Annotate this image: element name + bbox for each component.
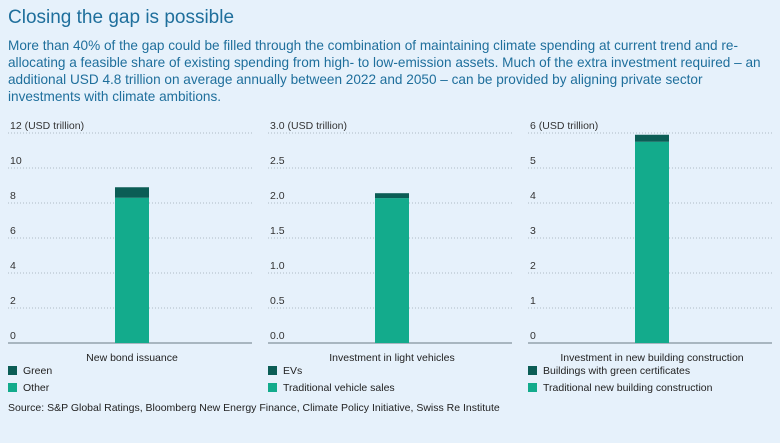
bar-segment bbox=[635, 141, 669, 343]
chart-svg-vehicles: 0.0 0.5 1.0 1.5 2.0 2.5 3.0 (USD trillion) Inve… bbox=[268, 120, 512, 364]
bar-segment bbox=[375, 198, 409, 343]
legend-item: Traditional vehicle sales bbox=[268, 380, 395, 395]
category-label: New bond issuance bbox=[86, 352, 178, 364]
y-tick-label: 2 bbox=[10, 295, 16, 307]
y-tick-label: 6 (USD trillion) bbox=[530, 120, 598, 132]
y-tick-label: 12 (USD trillion) bbox=[10, 120, 84, 132]
y-tick-label: 4 bbox=[530, 190, 536, 202]
legend-swatch bbox=[8, 383, 17, 392]
legend-bonds: Green Other bbox=[8, 363, 52, 397]
y-tick-label: 2.5 bbox=[270, 155, 285, 167]
legend-swatch bbox=[268, 366, 277, 375]
legend-swatch bbox=[528, 383, 537, 392]
bar-segment bbox=[115, 187, 149, 198]
y-tick-label: 2 bbox=[530, 260, 536, 272]
y-tick-label: 3.0 (USD trillion) bbox=[270, 120, 347, 132]
y-tick-label: 0 bbox=[10, 330, 16, 342]
chart-title: Closing the gap is possible bbox=[8, 7, 235, 28]
category-label: Investment in new building construction bbox=[560, 352, 743, 364]
legend-item: Buildings with green certificates bbox=[528, 363, 712, 378]
legend-swatch bbox=[8, 366, 17, 375]
legend-vehicles: EVs Traditional vehicle sales bbox=[268, 363, 395, 397]
y-tick-label: 6 bbox=[10, 225, 16, 237]
chart-panel-bonds: 0 2 4 6 8 10 12 (USD trillion) New bond issuanc… bbox=[8, 100, 252, 364]
chart-svg-bonds: 0 2 4 6 8 10 12 (USD trillion) New bond issuanc… bbox=[8, 120, 252, 364]
legend-item: Traditional new building construction bbox=[528, 380, 712, 395]
legend-swatch bbox=[528, 366, 537, 375]
y-tick-label: 2.0 bbox=[270, 190, 285, 202]
legend-item: EVs bbox=[268, 363, 395, 378]
y-tick-label: 4 bbox=[10, 260, 16, 272]
chart-svg-buildings: 0 1 2 3 4 5 6 (USD trillion) Investment in new … bbox=[528, 120, 772, 364]
y-tick-label: 0.0 bbox=[270, 330, 285, 342]
y-tick-label: 1 bbox=[530, 295, 536, 307]
bar-segment bbox=[375, 193, 409, 199]
legend-label: Green bbox=[23, 364, 53, 377]
y-tick-label: 5 bbox=[530, 155, 536, 167]
legend-item: Other bbox=[8, 380, 52, 395]
y-tick-label: 8 bbox=[10, 190, 16, 202]
legend-buildings: Buildings with green certificates Traditi… bbox=[528, 363, 712, 397]
bar-segment bbox=[635, 134, 669, 142]
y-tick-label: 1.5 bbox=[270, 225, 285, 237]
legend-label: Buildings with green certificates bbox=[543, 364, 691, 377]
legend-swatch bbox=[268, 383, 277, 392]
y-tick-label: 10 bbox=[10, 155, 22, 167]
chart-panel-vehicles: 0.0 0.5 1.0 1.5 2.0 2.5 3.0 (USD trillion) Inve… bbox=[268, 100, 512, 364]
legend-item: Green bbox=[8, 363, 52, 378]
y-tick-label: 3 bbox=[530, 225, 536, 237]
legend-label: EVs bbox=[283, 364, 303, 377]
chart-panel-buildings: 0 1 2 3 4 5 6 (USD trillion) Investment in new … bbox=[528, 100, 772, 364]
category-label: Investment in light vehicles bbox=[329, 352, 454, 364]
y-tick-label: 0.5 bbox=[270, 295, 285, 307]
legend-label: Traditional new building construction bbox=[543, 381, 713, 394]
y-tick-label: 0 bbox=[530, 330, 536, 342]
legend-label: Other bbox=[23, 381, 50, 394]
legend-label: Traditional vehicle sales bbox=[283, 381, 395, 394]
bar-segment bbox=[115, 197, 149, 343]
source-note: Source: S&P Global Ratings, Bloomberg Ne… bbox=[8, 402, 500, 414]
chart-subtitle: More than 40% of the gap could be filled… bbox=[8, 38, 761, 104]
y-tick-label: 1.0 bbox=[270, 260, 285, 272]
